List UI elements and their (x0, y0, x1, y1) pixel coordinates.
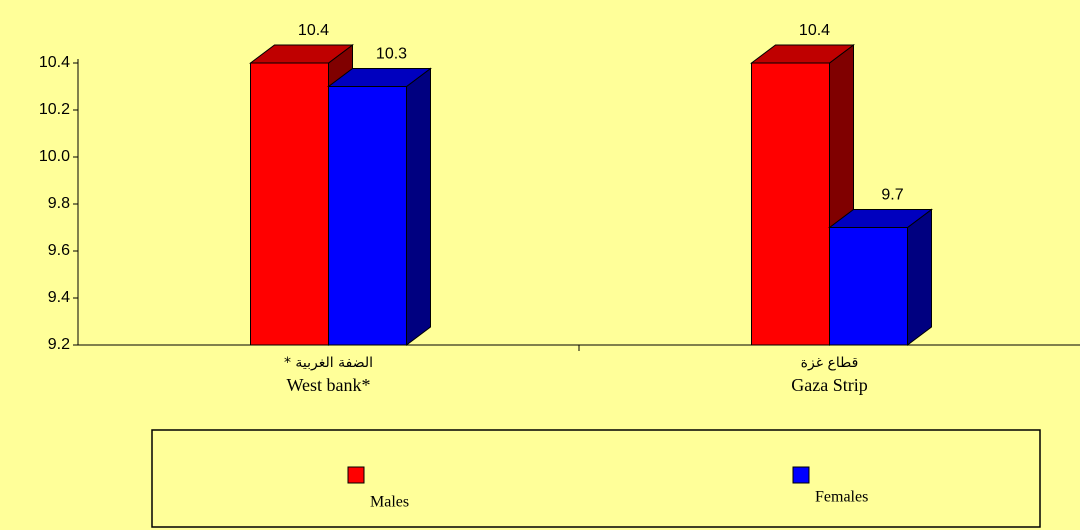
y-tick-label: 10.4 (39, 54, 70, 71)
data-label: 10.4 (799, 22, 830, 39)
x-tick-label-ar: قطاع غزة (801, 355, 859, 371)
legend-swatch (792, 466, 810, 484)
legend-label: Males (370, 494, 409, 511)
data-label: 10.3 (376, 46, 407, 63)
bar-side (406, 67, 431, 346)
y-tick-label: 10.2 (39, 101, 70, 118)
y-tick-label: 10.0 (39, 148, 70, 165)
x-tick-label: West bank* (286, 375, 370, 395)
data-label: 9.7 (881, 187, 903, 204)
legend-label: Females (815, 489, 868, 506)
x-tick-label: Gaza Strip (791, 375, 867, 395)
bar-side (907, 208, 932, 346)
data-label: 10.4 (298, 22, 329, 39)
bar (751, 62, 830, 346)
y-tick-label: 9.4 (48, 289, 70, 306)
bar (250, 62, 329, 346)
bar (328, 86, 407, 346)
legend-swatch (347, 466, 365, 484)
y-tick-label: 9.8 (48, 195, 70, 212)
bar (829, 227, 908, 346)
legend-box (151, 429, 1041, 528)
x-tick-label-ar: الضفة الغربية * (284, 355, 373, 371)
y-tick-label: 9.6 (48, 242, 70, 259)
y-tick-label: 9.2 (48, 336, 70, 353)
